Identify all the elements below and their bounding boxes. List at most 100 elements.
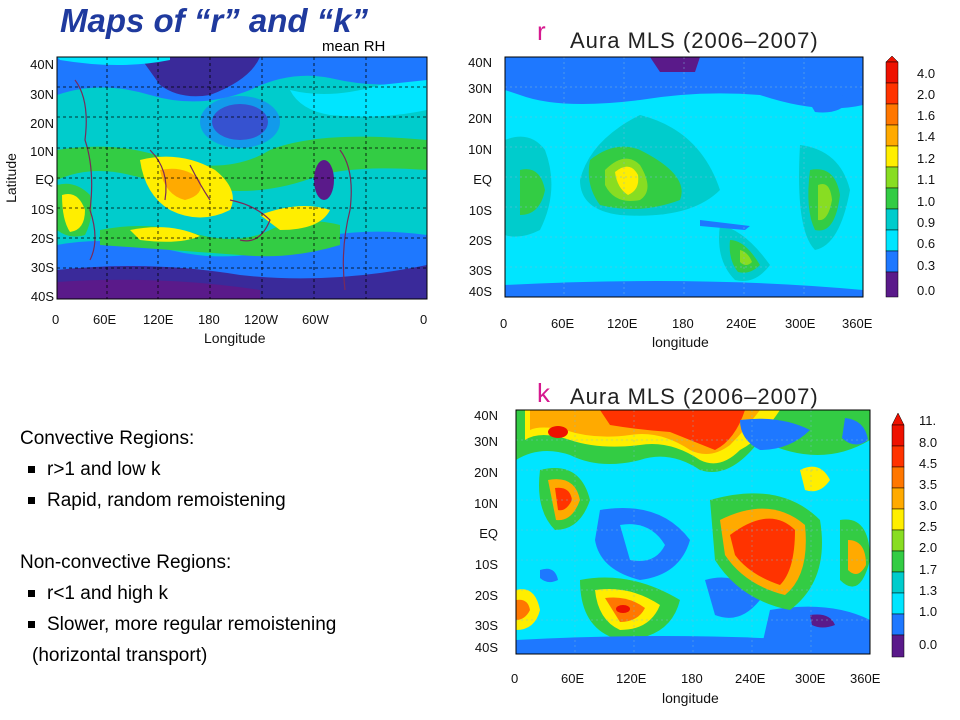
r-x-tick: 60E	[551, 316, 575, 331]
left-y-tick: 40N	[30, 57, 54, 72]
r-colorbar-tick: 0.3	[917, 258, 936, 273]
mean-rh-label: mean RH	[322, 38, 386, 55]
convective-bullet-text: r>1 and low k	[47, 459, 161, 480]
r-x-axis-label: longitude	[652, 334, 709, 350]
r-x-tick: 180	[672, 316, 694, 331]
k-y-tick: 40N	[474, 408, 498, 423]
r-y-tick: EQ	[473, 172, 492, 187]
k-x-tick: 60E	[561, 671, 585, 686]
k-colorbar	[891, 412, 905, 658]
r-colorbar	[885, 55, 899, 298]
k-colorbar-tick: 1.3	[919, 583, 938, 598]
r-plot-letter: r	[537, 16, 546, 46]
bullet-icon	[28, 590, 35, 597]
r-x-tick: 360E	[842, 316, 873, 331]
k-colorbar-tick: 1.0	[919, 604, 938, 619]
k-colorbar-tick: 11.	[919, 413, 937, 428]
k-colorbar-tick: 1.7	[919, 562, 938, 577]
left-y-tick: 20S	[30, 231, 54, 246]
k-x-tick: 120E	[616, 671, 647, 686]
r-colorbar-tick: 1.2	[917, 151, 936, 166]
k-x-tick: 360E	[850, 671, 881, 686]
r-colorbar-tick: 1.0	[917, 194, 936, 209]
convective-heading: Convective Regions:	[20, 428, 195, 449]
left-x-tick: 60W	[302, 312, 329, 327]
convective-bullet-text: Rapid, random remoistening	[47, 490, 286, 511]
k-colorbar-tick: 2.0	[919, 540, 938, 555]
k-x-axis-label: longitude	[662, 690, 719, 706]
k-colorbar-tick: 3.5	[919, 477, 938, 492]
left-x-tick: 180	[198, 312, 220, 327]
left-y-tick: 40S	[30, 289, 54, 304]
left-x-tick: 120E	[143, 312, 174, 327]
nonconvective-bullet-text: Slower, more regular remoistening	[47, 614, 337, 635]
k-x-tick: 180	[681, 671, 703, 686]
r-y-tick: 20S	[468, 233, 492, 248]
left-x-tick: 0	[52, 312, 60, 327]
nonconvective-bullet: r<1 and high k	[20, 578, 336, 609]
r-colorbar-tick: 1.1	[917, 172, 936, 187]
r-colorbar-tick: 2.0	[917, 87, 936, 102]
r-colorbar-tick: 0.9	[917, 215, 936, 230]
left-y-tick: 20N	[30, 116, 54, 131]
r-x-tick: 240E	[726, 316, 757, 331]
r-colorbar-tick: 0.6	[917, 236, 936, 251]
bullet-icon	[28, 466, 35, 473]
left-y-tick: 10S	[30, 202, 54, 217]
k-y-tick: 10S	[474, 557, 498, 572]
k-y-tick: 10N	[474, 496, 498, 511]
left-y-tick: 30S	[30, 260, 54, 275]
k-x-tick: 240E	[735, 671, 766, 686]
nonconvective-heading: Non-convective Regions:	[20, 552, 232, 573]
k-colorbar-tick: 0.0	[919, 637, 938, 652]
r-x-tick: 300E	[785, 316, 816, 331]
left-x-tick: 60E	[93, 312, 117, 327]
left-y-tick: 30N	[30, 87, 54, 102]
r-colorbar-tick: 4.0	[917, 66, 936, 81]
r-x-tick: 120E	[607, 316, 638, 331]
r-plot-title: Aura MLS (2006–2007)	[570, 28, 819, 53]
left-x-tick: 120W	[244, 312, 278, 327]
k-colorbar-tick: 4.5	[919, 456, 938, 471]
convective-bullet: Rapid, random remoistening	[20, 485, 336, 516]
r-y-tick: 30S	[468, 263, 492, 278]
k-plot-letter: k	[537, 378, 550, 408]
convective-bullet: r>1 and low k	[20, 454, 336, 485]
nonconvective-bullet: Slower, more regular remoistening	[20, 609, 336, 640]
bullet-icon	[28, 621, 35, 628]
left-y-tick: EQ	[35, 172, 54, 187]
nonconvective-note: (horizontal transport)	[32, 645, 208, 666]
k-colorbar-tick: 3.0	[919, 498, 938, 513]
r-y-tick: 20N	[468, 111, 492, 126]
r-colorbar-tick: 1.4	[917, 129, 936, 144]
left-x-tick: 0	[420, 312, 428, 327]
r-y-tick: 10N	[468, 142, 492, 157]
left-y-tick: 10N	[30, 144, 54, 159]
k-y-tick: 40S	[474, 640, 498, 655]
k-y-tick: 20S	[474, 588, 498, 603]
r-colorbar-tick: 0.0	[917, 283, 936, 298]
r-x-tick: 0	[500, 316, 508, 331]
r-y-tick: 40S	[468, 284, 492, 299]
nonconvective-bullet-text: r<1 and high k	[47, 583, 168, 604]
regions-text: Convective Regions: r>1 and low k Rapid,…	[20, 423, 336, 671]
k-x-tick: 0	[511, 671, 519, 686]
r-y-tick: 40N	[468, 55, 492, 70]
slide-title: Maps of “r” and “k”	[60, 2, 369, 39]
k-y-tick: 20N	[474, 465, 498, 480]
r-y-tick: 10S	[468, 203, 492, 218]
k-colorbar-tick: 2.5	[919, 519, 938, 534]
k-y-tick: 30N	[474, 434, 498, 449]
k-y-tick: EQ	[479, 526, 498, 541]
bullet-icon	[28, 497, 35, 504]
k-x-tick: 300E	[795, 671, 826, 686]
k-colorbar-tick: 8.0	[919, 435, 938, 450]
left-x-axis-label: Longitude	[204, 330, 266, 346]
r-y-tick: 30N	[468, 81, 492, 96]
k-y-tick: 30S	[474, 618, 498, 633]
r-colorbar-tick: 1.6	[917, 108, 936, 123]
k-plot-title: Aura MLS (2006–2007)	[570, 384, 819, 409]
